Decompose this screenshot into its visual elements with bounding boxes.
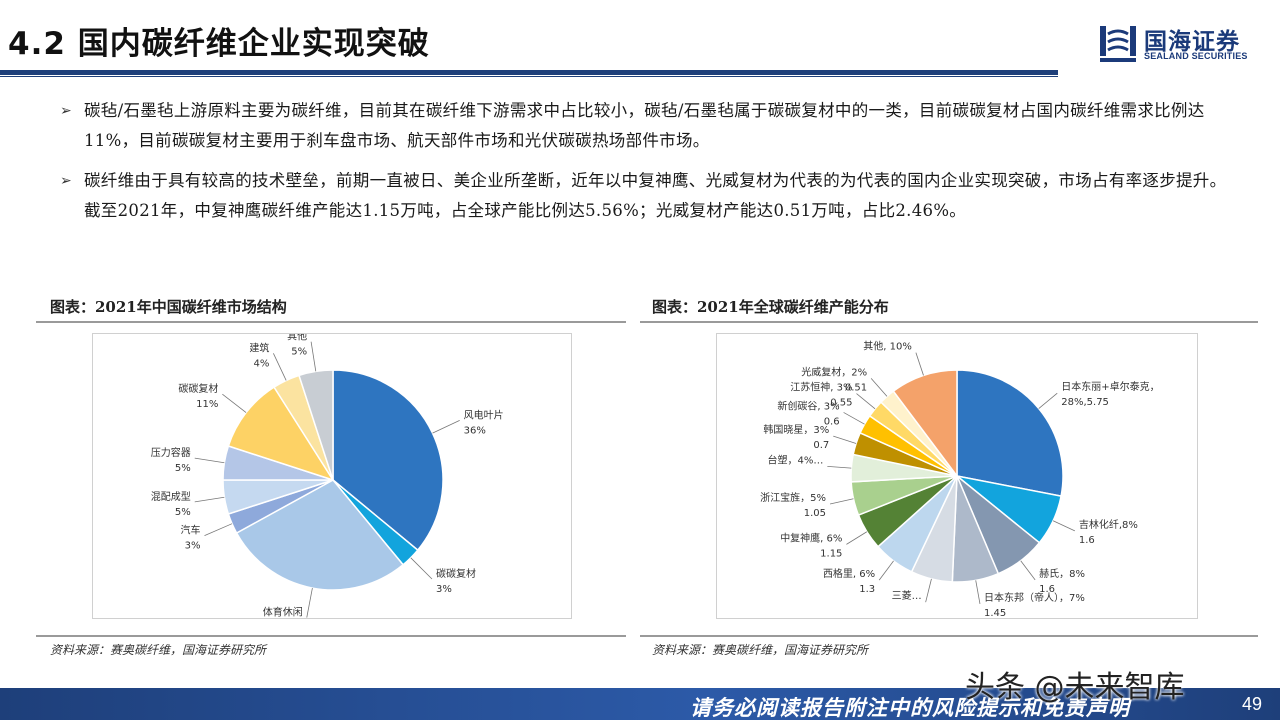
slice-label: 其他, 10% (863, 340, 912, 353)
leader-line (878, 560, 894, 581)
header-rule-thin (0, 76, 1058, 77)
slice-label: 建筑 4% (249, 341, 269, 369)
leader-line (925, 578, 932, 603)
chart-title-right: 图表：2021年全球碳纤维产能分布 (652, 298, 889, 316)
slice-label: 混配成型 5% (151, 490, 191, 518)
bullet-item: ➢ 碳纤维由于具有较高的技术壁垒，前期一直被日、美企业所垄断，近年以中复神鹰、光… (60, 166, 1230, 226)
pie-slice (235, 479, 405, 591)
leader-line (306, 587, 313, 618)
leader-line (870, 378, 888, 397)
slice-label: 碳碳复材 11% (178, 382, 218, 410)
slice-label: 日本东丽+卓尔泰克， 28%,5.75 (1061, 380, 1159, 408)
leader-line (1038, 392, 1058, 409)
page-title: 4.2 国内碳纤维企业实现突破 (8, 26, 430, 62)
slice-label: 光威复材，2% 0.51 (801, 365, 867, 393)
leader-line (204, 523, 233, 536)
leader-line (975, 580, 981, 605)
leader-line (273, 353, 287, 381)
slice-label: 浙江宝旌，5% 1.05 (760, 491, 826, 519)
leader-line (310, 341, 317, 372)
logo-en: SEALAND SECURITIES (1144, 51, 1248, 61)
footer-bar (0, 688, 1280, 720)
slice-label: 新创碳谷, 3% 0.6 (777, 399, 839, 427)
slice-label: 风电叶片 36% (464, 408, 504, 436)
watermark: 头条 @未来智库 (965, 670, 1185, 705)
sealand-logo-icon (1100, 26, 1136, 62)
leader-line (1052, 520, 1076, 532)
slice-label: 韩国晓星，3% 0.7 (763, 423, 829, 451)
leader-line (829, 498, 854, 505)
logo: 国海证券 SEALAND SECURITIES (1098, 22, 1270, 66)
chart-rule-left (36, 321, 626, 323)
leader-line (222, 393, 247, 413)
slice-label: 其他 5% (287, 334, 307, 358)
slice-label: 体育休闲28% (263, 606, 303, 618)
leader-line (915, 352, 924, 376)
pie-slice (332, 369, 444, 552)
source-rule-left (36, 635, 626, 637)
slice-label: 吉林化纤,8% 1.6 (1079, 518, 1138, 546)
slice-label: 汽车 3% (181, 524, 201, 552)
slice-label: 三菱… (892, 590, 922, 602)
arrow-bullet-icon: ➢ (60, 103, 73, 119)
chart-frame-right: 日本东丽+卓尔泰克， 28%,5.75 吉林化纤,8% 1.6 赫氏，8% 1.6 日本东邦… (716, 333, 1198, 619)
chart-source-left: 资料来源：赛奥碳纤维，国海证券研究所 (50, 643, 267, 657)
slice-label: 碳碳复材 3% (436, 567, 476, 595)
bullet-list: ➢ 碳毡/石墨毡上游原料主要为碳纤维，目前其在碳纤维下游需求中占比较小，碳毡/石… (60, 96, 1230, 236)
chart-title-left: 图表：2021年中国碳纤维市场结构 (50, 298, 287, 316)
pie-slice (956, 369, 1064, 497)
leader-line (856, 393, 876, 410)
chart-source-right: 资料来源：赛奥碳纤维，国海证券研究所 (652, 643, 869, 657)
leader-line (410, 557, 433, 580)
pie-slice (227, 386, 335, 482)
page-number: 49 (1242, 694, 1263, 714)
leader-line (1020, 560, 1036, 581)
leader-line (194, 457, 225, 464)
slice-label: 日本东邦（帝人），7% 1.45 (984, 591, 1085, 618)
slice-label: 中复神鹰, 6% 1.15 (780, 531, 842, 559)
slice-label: 台塑，4%… (767, 453, 823, 466)
leader-line (843, 412, 865, 425)
leader-line (827, 465, 852, 469)
arrow-bullet-icon: ➢ (60, 173, 73, 189)
disclaimer: 请务必阅读报告附注中的风险提示和免责声明 (690, 696, 1130, 720)
slice-label: 压力容器 5% (151, 446, 191, 474)
leader-line (846, 531, 868, 545)
leader-line (833, 435, 857, 444)
bullet-text: 碳毡/石墨毡上游原料主要为碳纤维，目前其在碳纤维下游需求中占比较小，碳毡/石墨毡… (84, 101, 1205, 150)
slice-label: 江苏恒神, 3% 0.55 (790, 381, 852, 409)
slice-label: 赫氏，8% 1.6 (1039, 568, 1085, 595)
chart-rule-right (640, 321, 1258, 323)
pie-chart-right: 日本东丽+卓尔泰克， 28%,5.75 吉林化纤,8% 1.6 赫氏，8% 1.6日本东邦… (760, 340, 1159, 619)
leader-line (194, 496, 225, 503)
slice-label: 西格里, 6% 1.3 (823, 567, 875, 595)
leader-line (432, 420, 460, 434)
logo-cn: 国海证券 (1144, 29, 1240, 55)
source-rule-right (640, 635, 1258, 637)
header-rule (0, 70, 1058, 75)
bullet-item: ➢ 碳毡/石墨毡上游原料主要为碳纤维，目前其在碳纤维下游需求中占比较小，碳毡/石… (60, 96, 1230, 156)
bullet-text: 碳纤维由于具有较高的技术壁垒，前期一直被日、美企业所垄断，近年以中复神鹰、光威复… (84, 171, 1227, 220)
